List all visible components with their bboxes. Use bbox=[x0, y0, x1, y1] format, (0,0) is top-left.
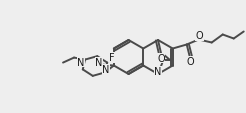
Text: F: F bbox=[109, 53, 115, 63]
Text: N: N bbox=[95, 58, 103, 68]
Text: O: O bbox=[196, 31, 203, 41]
Text: O: O bbox=[157, 54, 165, 63]
Text: O: O bbox=[187, 57, 195, 67]
Text: N: N bbox=[154, 66, 162, 76]
Text: N: N bbox=[77, 57, 85, 67]
Text: N: N bbox=[102, 65, 110, 75]
